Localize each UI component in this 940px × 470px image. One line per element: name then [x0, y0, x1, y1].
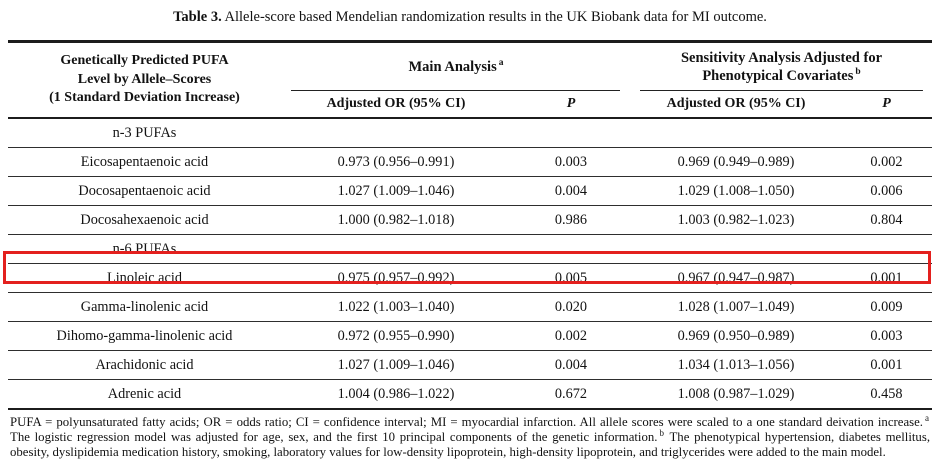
- cell-p-main: 0.005: [554, 269, 588, 286]
- cell-name: Eicosapentaenoic acid: [80, 153, 209, 170]
- col-subheader-or-sensitivity: Adjusted OR (95% CI): [631, 91, 841, 119]
- cell-p-sens: 0.001: [870, 269, 903, 286]
- cell-p-sens: 0.009: [870, 298, 903, 315]
- cell-or-sens: 1.034 (1.013–1.056): [677, 356, 795, 373]
- cell-or-sens: [631, 118, 841, 148]
- cell-p-sens: [841, 235, 932, 264]
- col-header-line-1: Genetically Predicted PUFA: [60, 53, 229, 69]
- cell-name: Adrenic acid: [107, 385, 182, 402]
- col-subheader-or-main: Adjusted OR (95% CI): [280, 91, 511, 119]
- header-group-row: Genetically Predicted PUFA Level by Alle…: [7, 41, 932, 119]
- footnote-abbreviations: PUFA = polyunsaturated fatty acids; OR =…: [10, 415, 923, 429]
- table-title-text: Allele-score based Mendelian randomizati…: [224, 9, 767, 25]
- cell-p-main: [511, 235, 631, 264]
- cell-p-main: 0.020: [554, 298, 588, 315]
- cell-or-main: 1.022 (1.003–1.040): [337, 298, 455, 315]
- cell-p-main: 0.003: [554, 153, 588, 170]
- cell-or-main: 1.004 (0.986–1.022): [337, 385, 455, 402]
- cell-name: Linoleic acid: [106, 269, 182, 286]
- cell-or-sens: 1.029 (1.008–1.050): [677, 182, 795, 199]
- col-header-pufa-level: Genetically Predicted PUFA Level by Alle…: [7, 41, 281, 119]
- footnote-sup-b: b: [659, 427, 664, 438]
- table-row-eicosapentaenoic-acid: Eicosapentaenoic acid 0.973 (0.956–0.991…: [7, 148, 932, 177]
- footnote-note-b: The phenotypical hypertension, diabetes …: [10, 430, 931, 460]
- main-analysis-label: Main Analysis: [408, 58, 497, 75]
- cell-p-sens: 0.804: [870, 211, 903, 228]
- cell-p-main: 0.004: [554, 182, 588, 199]
- cell-or-main: [281, 235, 511, 264]
- cell-p-sens: 0.002: [870, 153, 903, 170]
- col-header-line-3: (1 Standard Deviation Increase): [49, 90, 240, 106]
- cell-or-main: 0.972 (0.955–0.990): [337, 327, 455, 344]
- col-group-main-analysis: Main Analysis a: [280, 41, 631, 91]
- cell-p-sens: 0.006: [870, 182, 903, 199]
- section-row-n3-pufas: n-3 PUFAs: [7, 118, 932, 148]
- cell-or-main: 0.973 (0.956–0.991): [337, 153, 455, 170]
- cell-p-main: 0.986: [554, 211, 588, 228]
- footnote-sup-a: a: [925, 412, 929, 423]
- cell-p-main: [511, 118, 631, 148]
- col-group-sensitivity-analysis: Sensitivity Analysis Adjusted for Phenot…: [631, 41, 932, 91]
- col-subheader-p-main: P: [510, 91, 631, 119]
- cell-p-main: 0.002: [554, 327, 588, 344]
- results-table: Genetically Predicted PUFA Level by Alle…: [7, 40, 932, 410]
- col-subheader-p-sensitivity: P: [841, 91, 932, 119]
- col-header-line-2: Level by Allele–Scores: [77, 71, 212, 87]
- table-title: Table 3. Allele-score based Mendelian ra…: [0, 0, 940, 26]
- footnote-marker-b: b: [855, 67, 861, 78]
- table-row-docosahexaenoic-acid: Docosahexaenoic acid 1.000 (0.982–1.018)…: [7, 206, 932, 235]
- sensitivity-label-line-2: Phenotypical Covariates b: [631, 67, 932, 86]
- table-title-label: Table 3.: [173, 9, 222, 25]
- cell-or-sens: 1.003 (0.982–1.023): [677, 211, 795, 228]
- cell-name: Docosapentaenoic acid: [78, 182, 211, 199]
- section-row-n6-pufas: n-6 PUFAs: [7, 235, 932, 264]
- cell-or-main: 0.975 (0.957–0.992): [337, 269, 455, 286]
- cell-section-label: n-3 PUFAs: [112, 124, 177, 141]
- cell-or-sens: 0.969 (0.950–0.989): [677, 327, 795, 344]
- table-row-linoleic-acid-highlighted: Linoleic acid 0.975 (0.957–0.992) 0.005 …: [7, 264, 932, 293]
- cell-section-label: n-6 PUFAs: [112, 240, 177, 257]
- cell-name: Docosahexaenoic acid: [80, 211, 209, 228]
- cell-p-sens: [841, 118, 932, 148]
- cell-p-sens: 0.003: [870, 327, 903, 344]
- cell-p-main: 0.004: [554, 356, 588, 373]
- cell-or-sens: 0.969 (0.949–0.989): [677, 153, 795, 170]
- cell-p-main: 0.672: [554, 385, 588, 402]
- cell-p-sens: 0.001: [870, 356, 903, 373]
- table-row-gamma-linolenic-acid: Gamma-linolenic acid 1.022 (1.003–1.040)…: [7, 293, 932, 322]
- cell-or-main: 1.000 (0.982–1.018): [337, 211, 455, 228]
- cell-name: Dihomo-gamma-linolenic acid: [56, 327, 233, 344]
- footnote-marker-a: a: [498, 57, 504, 68]
- cell-name: Gamma-linolenic acid: [80, 298, 209, 315]
- cell-or-main: 1.027 (1.009–1.046): [337, 182, 455, 199]
- cell-or-main: [281, 118, 511, 148]
- cell-p-sens: 0.458: [870, 385, 903, 402]
- table-row-arachidonic-acid: Arachidonic acid 1.027 (1.009–1.046) 0.0…: [7, 351, 932, 380]
- sensitivity-label-line-1: Sensitivity Analysis Adjusted for: [680, 49, 883, 66]
- sensitivity-label-line-2-text: Phenotypical Covariates: [702, 68, 854, 84]
- table-row-docosapentaenoic-acid: Docosapentaenoic acid 1.027 (1.009–1.046…: [7, 177, 932, 206]
- table-row-dihomo-gamma-linolenic-acid: Dihomo-gamma-linolenic acid 0.972 (0.955…: [7, 322, 932, 351]
- cell-or-sens: [631, 235, 841, 264]
- cell-or-sens: 1.008 (0.987–1.029): [677, 385, 795, 402]
- footnote: PUFA = polyunsaturated fatty acids; OR =…: [10, 412, 931, 461]
- header-sub-row: Adjusted OR (95% CI) P Adjusted OR (95% …: [8, 91, 932, 119]
- cell-or-sens: 0.967 (0.947–0.987): [677, 269, 795, 286]
- cell-or-main: 1.027 (1.009–1.046): [337, 356, 455, 373]
- cell-name: Arachidonic acid: [95, 356, 194, 373]
- cell-or-sens: 1.028 (1.007–1.049): [677, 298, 795, 315]
- footnote-note-a: The logistic regression model was adjust…: [10, 430, 658, 445]
- table-row-adrenic-acid: Adrenic acid 1.004 (0.986–1.022) 0.672 1…: [8, 380, 932, 410]
